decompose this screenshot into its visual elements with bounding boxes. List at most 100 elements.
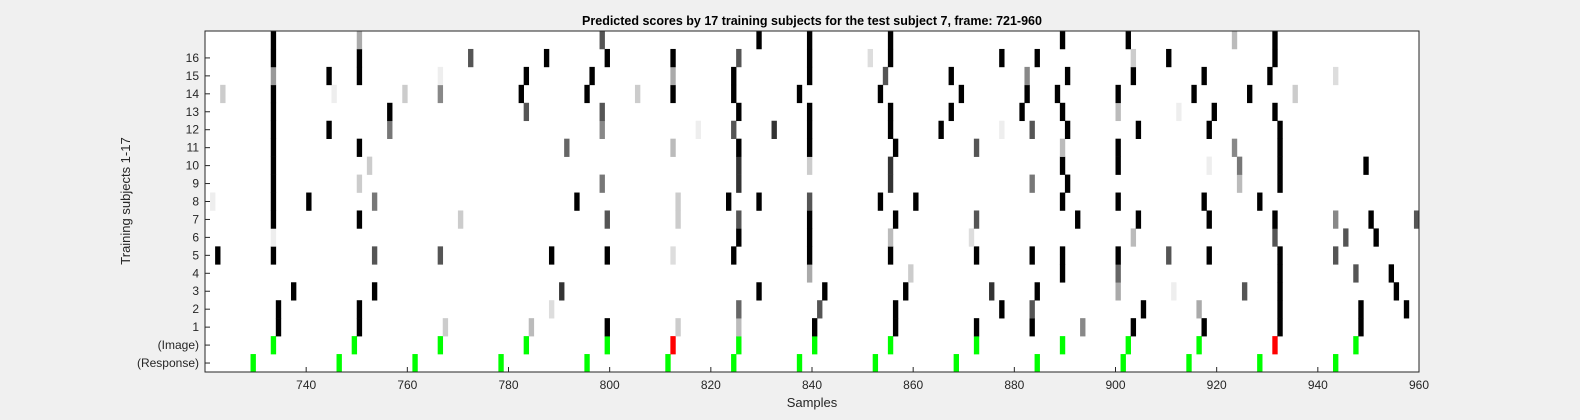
heatmap-cell — [756, 31, 762, 50]
heatmap-cell — [412, 354, 418, 373]
heatmap-cell — [1413, 210, 1420, 229]
heatmap-cell — [356, 66, 363, 86]
y-tick-label: 3 — [192, 284, 199, 298]
heatmap-cell — [731, 84, 737, 104]
heatmap-cell — [887, 102, 894, 122]
heatmap-cell — [973, 318, 980, 337]
x-tick-label: 920 — [1207, 378, 1227, 392]
y-tick-label: 2 — [192, 302, 199, 316]
heatmap-cell — [1368, 210, 1374, 229]
heatmap-cell — [1034, 354, 1040, 373]
heatmap-cell — [1059, 264, 1066, 283]
heatmap-cell — [1206, 156, 1212, 175]
x-tick-label: 840 — [802, 378, 822, 392]
heatmap-cell — [1059, 138, 1066, 157]
heatmap-cell — [1201, 192, 1207, 211]
heatmap-cell — [938, 120, 944, 139]
heatmap-cell — [437, 66, 444, 86]
heatmap-cell — [806, 246, 813, 265]
heatmap-cell — [518, 84, 524, 104]
heatmap-cell — [887, 336, 894, 355]
y-tick-label: (Image) — [158, 338, 199, 352]
heatmap-cell — [892, 318, 899, 337]
heatmap-cell — [892, 138, 899, 157]
heatmap-cell — [806, 156, 813, 175]
heatmap-cell — [872, 354, 879, 373]
heatmap-cell — [736, 336, 742, 355]
heatmap-cell — [1272, 210, 1278, 229]
heatmap-cell — [1120, 354, 1126, 373]
x-tick-label: 820 — [701, 378, 721, 392]
heatmap-cell — [913, 192, 919, 211]
heatmap-cell — [604, 246, 610, 265]
heatmap-cell — [1277, 282, 1283, 301]
heatmap-cell — [882, 66, 889, 86]
heatmap-cell — [270, 174, 277, 193]
heatmap-cell — [1019, 102, 1025, 122]
heatmap-cell — [903, 282, 909, 301]
heatmap-cell — [736, 300, 742, 319]
heatmap-cell — [1054, 84, 1061, 104]
heatmap-cell — [1241, 282, 1248, 301]
heatmap-cell — [1029, 246, 1035, 265]
heatmap-cell — [670, 336, 676, 355]
heatmap-cell — [973, 210, 980, 229]
heatmap-cell — [1201, 66, 1207, 86]
heatmap-cell — [999, 48, 1005, 68]
heatmap-cell — [270, 120, 277, 139]
heatmap-cell — [806, 48, 813, 68]
heatmap-cell — [867, 48, 873, 68]
heatmap-cell — [817, 300, 823, 319]
heatmap-cell — [1115, 192, 1121, 211]
heatmap-cell — [887, 48, 894, 68]
heatmap-cell — [731, 120, 737, 139]
heatmap-cell — [437, 246, 444, 265]
heatmap-cell — [1135, 120, 1142, 139]
heatmap-cell — [973, 336, 980, 355]
heatmap-cell — [1166, 246, 1172, 265]
heatmap-cell — [1358, 300, 1364, 319]
heatmap-cell — [356, 48, 363, 68]
heatmap-cell — [999, 300, 1005, 319]
heatmap-cell — [351, 336, 358, 355]
heatmap-cell — [584, 84, 590, 104]
x-tick-label: 760 — [397, 378, 417, 392]
x-tick-label: 880 — [1004, 378, 1024, 392]
heatmap-cell — [574, 192, 580, 211]
heatmap-cell — [371, 192, 378, 211]
heatmap-cell — [336, 354, 342, 373]
heatmap-cell — [326, 66, 332, 86]
heatmap-cell — [1333, 66, 1339, 86]
heatmap-cell — [675, 210, 681, 229]
heatmap-cell — [1277, 300, 1283, 319]
heatmap-cell — [1059, 246, 1066, 265]
heatmap-cell — [796, 84, 803, 104]
heatmap-cell — [1363, 156, 1369, 175]
heatmap-cell — [806, 66, 813, 86]
chart-title: Predicted scores by 17 training subjects… — [582, 14, 1042, 28]
heatmap-cell — [387, 102, 393, 122]
heatmap-cell — [1196, 300, 1202, 319]
heatmap-cell — [1247, 84, 1253, 104]
heatmap-cell — [756, 192, 762, 211]
heatmap-cell — [528, 318, 535, 337]
heatmap-cell — [973, 246, 980, 265]
heatmap-cell — [250, 354, 256, 373]
y-tick-label: 7 — [192, 212, 199, 226]
heatmap-cell — [371, 246, 378, 265]
heatmap-cell — [402, 84, 408, 104]
heatmap-cell — [1034, 282, 1040, 301]
heatmap-cell — [1029, 300, 1035, 319]
heatmap-cell — [665, 354, 671, 373]
heatmap-cell — [1064, 66, 1071, 86]
heatmap-cell — [670, 138, 676, 157]
heatmap-cell — [356, 138, 363, 157]
heatmap-cell — [1059, 102, 1066, 122]
heatmap-cell — [999, 120, 1005, 139]
heatmap-cell — [1166, 48, 1172, 68]
heatmap-cell — [498, 354, 504, 373]
heatmap-cell — [1115, 246, 1121, 265]
heatmap-cell — [1231, 138, 1238, 157]
heatmap-cells — [210, 31, 1420, 373]
